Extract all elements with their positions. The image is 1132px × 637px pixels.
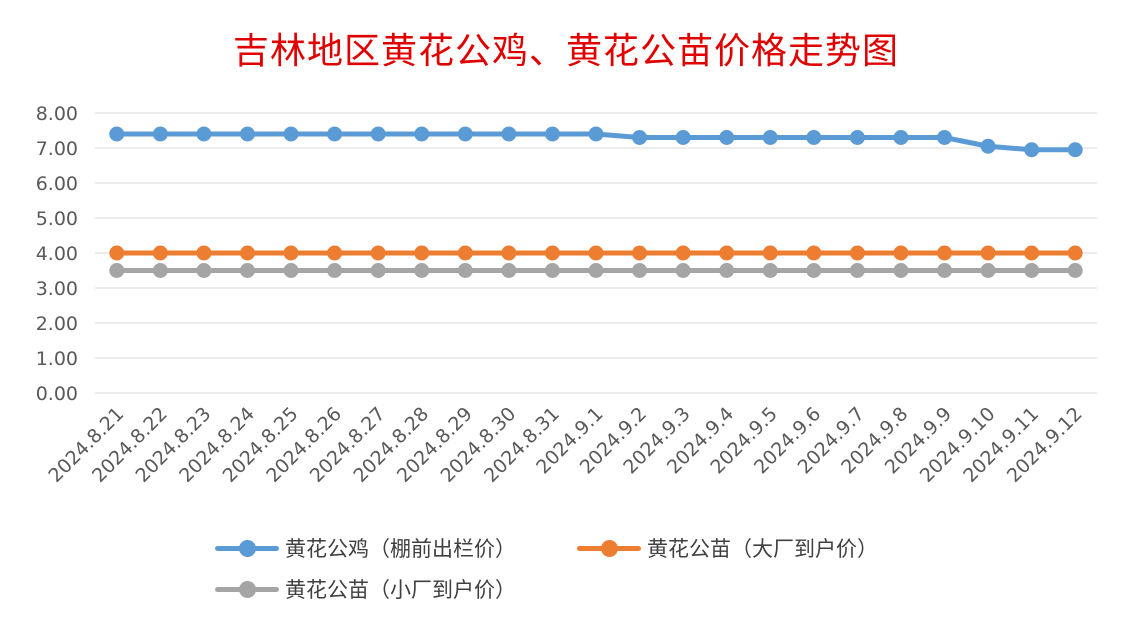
data-point [806,245,822,261]
data-point [849,263,865,278]
y-tick-label: 4.00 [36,243,78,265]
data-point [980,245,996,261]
data-point [937,245,953,261]
data-point [762,263,778,278]
data-point [414,263,430,278]
data-point [849,245,865,261]
legend-label-2: 黄花公苗（大厂到户价） [647,537,878,561]
legend-marker-3 [215,581,279,598]
data-point [109,126,125,142]
data-point [937,263,953,278]
data-point [980,263,996,278]
y-tick-label: 1.00 [36,348,78,370]
legend-label-3: 黄花公苗（小厂到户价） [285,578,516,602]
series-1 [109,126,1083,158]
x-axis: 2024.8.212024.8.222024.8.232024.8.242024… [44,403,1086,487]
data-point [327,245,343,261]
data-point [414,245,430,261]
data-point [370,126,386,142]
legend-marker-2 [577,540,641,557]
data-point [762,245,778,261]
data-point [283,263,299,278]
y-tick-label: 7.00 [36,138,78,160]
data-point [588,126,604,142]
data-point [632,263,648,278]
data-point [893,130,909,145]
data-point [544,245,560,261]
series-layer [109,126,1083,278]
y-tick-label: 5.00 [36,208,78,230]
data-point [849,130,865,145]
data-point [327,263,343,278]
data-point [196,126,212,142]
data-point [239,263,255,278]
data-point [1024,263,1040,278]
data-point [1024,245,1040,261]
data-point [501,263,517,278]
data-point [370,263,386,278]
data-point [632,245,648,261]
data-point [1024,142,1040,158]
data-point [283,126,299,142]
series-2 [109,245,1083,261]
data-point [370,245,386,261]
legend-label-1: 黄花公鸡（棚前出栏价） [285,537,516,561]
data-point [457,245,473,261]
data-point [239,245,255,261]
legend-marker-1 [215,540,279,557]
data-point [544,263,560,278]
data-point [501,245,517,261]
data-point [675,263,691,278]
y-tick-label: 3.00 [36,278,78,300]
data-point [457,263,473,278]
data-point [196,245,212,261]
data-point [327,126,343,142]
data-point [1067,245,1083,261]
data-point [501,126,517,142]
data-point [588,263,604,278]
data-point [109,263,125,278]
data-point [719,245,735,261]
data-point [675,130,691,145]
data-point [719,130,735,145]
y-tick-label: 0.00 [36,383,78,405]
data-point [806,263,822,278]
data-point [414,126,430,142]
data-point [457,126,473,142]
data-point [109,245,125,261]
data-point [152,245,168,261]
series-3 [109,263,1083,278]
y-tick-label: 2.00 [36,313,78,335]
data-point [719,263,735,278]
data-point [893,263,909,278]
data-point [239,126,255,142]
data-point [544,126,560,142]
y-axis: 0.00 1.00 2.00 3.00 4.00 5.00 6.00 7.00 8.00 [36,103,78,405]
data-point [1067,263,1083,278]
data-point [196,263,212,278]
data-point [806,130,822,145]
data-point [283,245,299,261]
data-point [152,263,168,278]
y-tick-label: 8.00 [36,103,78,125]
data-point [675,245,691,261]
data-point [937,130,953,145]
data-point [980,138,996,154]
chart-title: 吉林地区黄花公鸡、黄花公苗价格走势图 [232,31,899,72]
data-point [762,130,778,145]
data-point [632,130,648,145]
data-point [152,126,168,142]
data-point [1067,142,1083,158]
data-point [588,245,604,261]
data-point [893,245,909,261]
y-tick-label: 6.00 [36,173,78,195]
